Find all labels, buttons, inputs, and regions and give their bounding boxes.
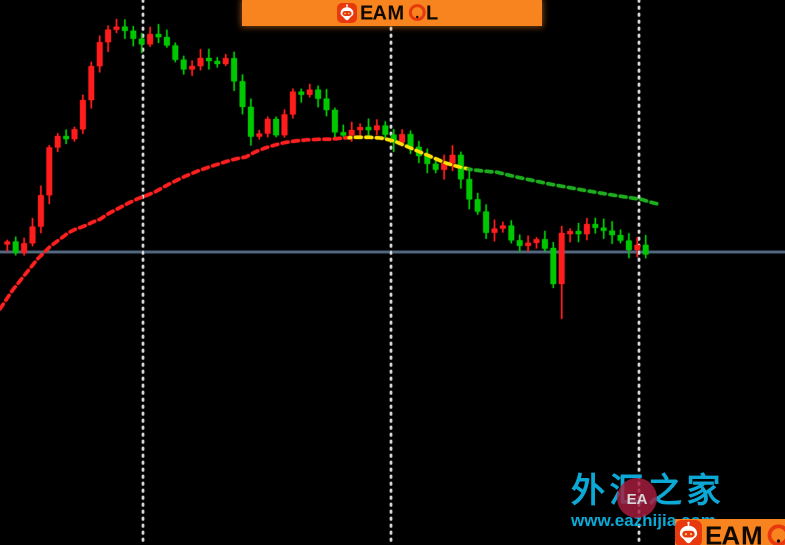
svg-text:EA: EA	[627, 491, 648, 508]
svg-text:L: L	[426, 3, 438, 25]
svg-text:M: M	[741, 521, 762, 545]
svg-text:EA: EA	[360, 3, 387, 25]
svg-text:EA: EA	[705, 521, 740, 545]
svg-text:M: M	[388, 3, 404, 25]
